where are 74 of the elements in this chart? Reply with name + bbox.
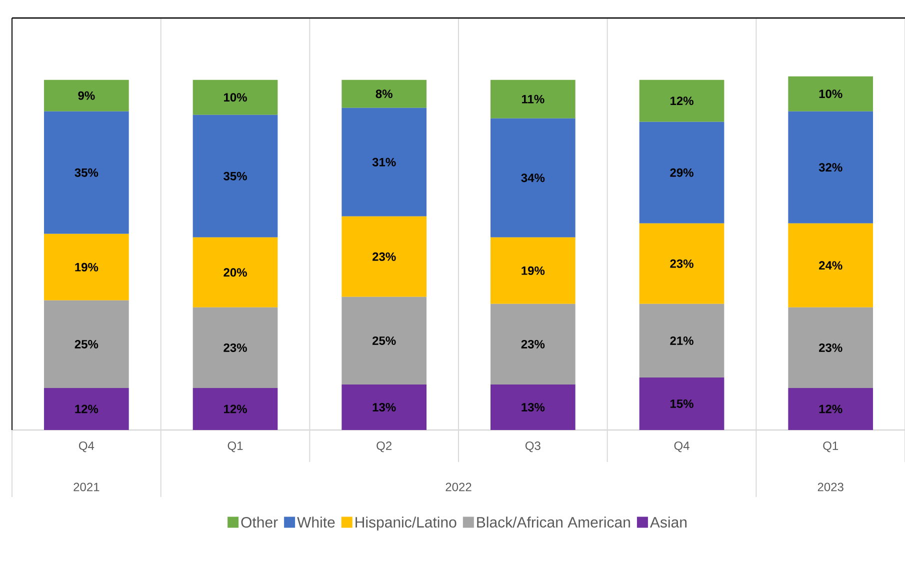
bar xyxy=(788,388,874,430)
x-tick-label: Q3 xyxy=(525,442,540,452)
bar xyxy=(342,384,427,430)
x-tick-label: Q1 xyxy=(228,442,243,452)
data-label: 23% xyxy=(670,259,694,268)
bar xyxy=(788,307,874,388)
legend-label: Black/African American xyxy=(477,516,630,528)
data-label: 21% xyxy=(670,336,694,345)
bar xyxy=(490,237,576,304)
bar xyxy=(192,114,278,238)
bar xyxy=(639,80,724,122)
bar xyxy=(44,111,129,234)
bar xyxy=(639,304,724,378)
bar xyxy=(192,80,278,115)
bar xyxy=(342,296,427,384)
data-label: 23% xyxy=(372,252,396,261)
legend-label: Other xyxy=(241,516,278,528)
text: 2023 xyxy=(818,482,844,492)
text: 2021 xyxy=(74,482,100,492)
data-label: 25% xyxy=(372,336,396,345)
data-label: 19% xyxy=(522,266,545,275)
data-label: 12% xyxy=(819,404,842,414)
data-label: 13% xyxy=(372,402,396,412)
bar xyxy=(44,300,129,388)
data-label: 23% xyxy=(224,343,247,352)
bar xyxy=(639,122,724,224)
bar xyxy=(192,237,278,308)
data-label: 10% xyxy=(819,90,842,98)
x-tick-label: Q2 xyxy=(376,442,392,452)
bar xyxy=(342,108,427,216)
data-label: 23% xyxy=(819,343,842,352)
bar xyxy=(490,304,576,384)
bar xyxy=(639,377,724,430)
legend-label: White xyxy=(297,516,335,528)
bar xyxy=(44,388,129,430)
data-label: 15% xyxy=(670,399,694,408)
x-tick-label: Q4 xyxy=(674,442,690,452)
text: 2022 xyxy=(446,482,472,492)
data-label: 9% xyxy=(78,91,95,100)
data-label: 10% xyxy=(224,93,247,102)
bar xyxy=(342,80,427,108)
bar xyxy=(192,307,278,388)
bar xyxy=(639,223,724,304)
bar xyxy=(788,223,874,308)
data-label: 20% xyxy=(224,268,247,277)
bar xyxy=(490,384,576,430)
data-label: 19% xyxy=(75,262,98,272)
data-label: 8% xyxy=(376,90,392,98)
data-label: 12% xyxy=(75,404,98,414)
data-label: 23% xyxy=(521,340,545,348)
bar xyxy=(44,80,129,112)
x-tick-label: Q1 xyxy=(823,442,838,452)
legend-label: Hispanic/Latino xyxy=(356,516,456,531)
data-label: 31% xyxy=(372,158,396,166)
bar xyxy=(490,80,576,118)
bar xyxy=(490,118,576,238)
legend-label: Asian xyxy=(650,516,686,528)
data-label: 34% xyxy=(521,174,545,182)
data-label: 12% xyxy=(670,96,694,106)
x-tick-label: Q4 xyxy=(78,442,94,452)
bar xyxy=(192,388,278,430)
data-label: 29% xyxy=(670,168,694,177)
data-label: 32% xyxy=(818,163,842,172)
data-label: 24% xyxy=(819,261,842,270)
bar xyxy=(788,111,874,224)
data-label: 13% xyxy=(522,402,545,412)
data-label: 35% xyxy=(224,172,247,180)
bar xyxy=(44,234,129,300)
data-label: 35% xyxy=(74,168,98,177)
bar xyxy=(788,76,874,112)
data-label: 11% xyxy=(522,94,544,104)
data-label: 25% xyxy=(74,340,98,348)
bar xyxy=(342,216,427,297)
data-label: 12% xyxy=(224,404,247,414)
